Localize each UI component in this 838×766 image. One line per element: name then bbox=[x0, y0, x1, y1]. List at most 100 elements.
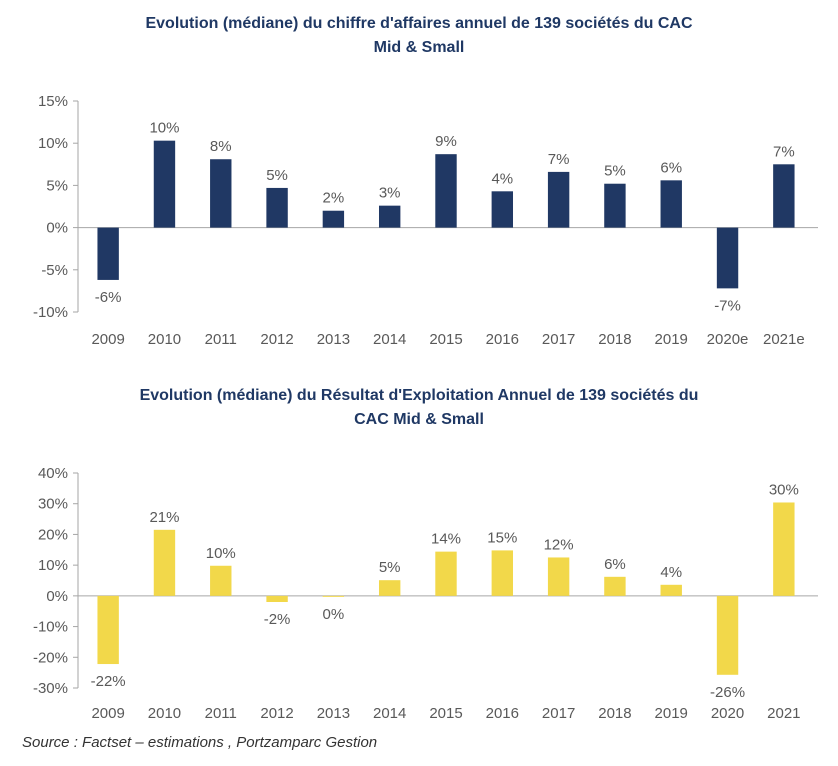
x-tick-label: 2013 bbox=[317, 331, 350, 348]
bar bbox=[547, 557, 570, 596]
x-tick-label: 2016 bbox=[486, 705, 519, 722]
data-label: 5% bbox=[604, 163, 626, 180]
y-tick-label: 5% bbox=[46, 177, 68, 194]
x-tick-label: 2017 bbox=[542, 705, 575, 722]
x-tick-label: 2019 bbox=[655, 705, 688, 722]
y-tick-label: -10% bbox=[33, 304, 68, 321]
data-label: 10% bbox=[149, 120, 179, 137]
data-label: -2% bbox=[264, 611, 291, 628]
bar bbox=[153, 140, 176, 228]
bar bbox=[716, 227, 739, 289]
bar bbox=[604, 576, 626, 596]
y-tick-label: -10% bbox=[33, 619, 68, 636]
x-tick-label: 2009 bbox=[91, 705, 124, 722]
bar bbox=[435, 551, 457, 596]
x-tick-label: 2011 bbox=[205, 331, 237, 348]
x-tick-label: 2021 bbox=[767, 705, 800, 722]
bar bbox=[97, 227, 119, 280]
x-tick-label: 2020 bbox=[711, 705, 744, 722]
x-tick-label: 2015 bbox=[429, 331, 462, 348]
bar bbox=[378, 205, 401, 228]
bar bbox=[547, 171, 570, 228]
bar bbox=[491, 550, 514, 596]
data-label: 21% bbox=[149, 509, 179, 526]
y-tick-label: 30% bbox=[38, 496, 68, 513]
data-label: -22% bbox=[91, 673, 126, 690]
x-tick-label: 2014 bbox=[373, 331, 406, 348]
chart-title-line1: Evolution (médiane) du Résultat d'Exploi… bbox=[139, 387, 699, 404]
bar bbox=[773, 164, 795, 228]
data-label: 14% bbox=[431, 531, 461, 548]
x-tick-label: 2021e bbox=[763, 331, 805, 348]
y-tick-label: 40% bbox=[38, 465, 68, 482]
operating-income-chart: Evolution (médiane) du Résultat d'Exploi… bbox=[0, 370, 838, 730]
y-tick-label: 0% bbox=[46, 588, 68, 605]
x-tick-label: 2013 bbox=[317, 705, 350, 722]
data-label: 30% bbox=[769, 481, 799, 498]
bar bbox=[491, 191, 514, 228]
bar bbox=[604, 183, 626, 228]
bar bbox=[266, 187, 288, 228]
revenue-chart: Evolution (médiane) du chiffre d'affaire… bbox=[0, 0, 838, 362]
bar bbox=[322, 595, 345, 597]
bar bbox=[210, 565, 232, 596]
data-label: -7% bbox=[714, 297, 741, 314]
chart-title: Evolution (médiane) du Résultat d'Exploi… bbox=[0, 384, 838, 432]
x-tick-label: 2018 bbox=[598, 331, 631, 348]
data-label: 3% bbox=[379, 185, 401, 202]
data-label: 5% bbox=[266, 167, 288, 184]
y-tick-label: -5% bbox=[41, 262, 68, 279]
data-label: 9% bbox=[435, 133, 457, 150]
bar bbox=[153, 529, 176, 596]
bar bbox=[210, 159, 232, 228]
bar bbox=[660, 180, 682, 228]
chart-title-line2: CAC Mid & Small bbox=[354, 411, 484, 428]
x-tick-label: 2019 bbox=[655, 331, 688, 348]
data-label: 4% bbox=[660, 564, 682, 581]
data-label: 7% bbox=[548, 151, 570, 168]
bar bbox=[435, 154, 457, 228]
data-label: 4% bbox=[491, 170, 513, 187]
bar bbox=[266, 595, 288, 602]
source-note: Source : Factset – estimations , Portzam… bbox=[22, 734, 378, 751]
data-label: 10% bbox=[206, 545, 236, 562]
data-label: -26% bbox=[710, 684, 745, 701]
bar bbox=[322, 210, 345, 228]
x-tick-label: 2012 bbox=[260, 705, 293, 722]
chart-title: Evolution (médiane) du chiffre d'affaire… bbox=[0, 12, 838, 60]
x-tick-label: 2014 bbox=[373, 705, 406, 722]
y-tick-label: 0% bbox=[46, 220, 68, 237]
data-label: 6% bbox=[604, 556, 626, 573]
bar bbox=[716, 595, 739, 675]
data-label: 6% bbox=[660, 159, 682, 176]
x-tick-label: 2015 bbox=[429, 705, 462, 722]
y-tick-label: 10% bbox=[38, 135, 68, 152]
bar bbox=[378, 580, 401, 596]
y-tick-label: -30% bbox=[33, 680, 68, 697]
data-label: 0% bbox=[323, 606, 345, 623]
y-tick-label: -20% bbox=[33, 649, 68, 666]
data-label: 15% bbox=[487, 529, 517, 546]
x-tick-label: 2010 bbox=[148, 705, 181, 722]
x-tick-label: 2010 bbox=[148, 331, 181, 348]
x-tick-label: 2016 bbox=[486, 331, 519, 348]
data-label: 12% bbox=[544, 536, 574, 553]
bar bbox=[660, 584, 682, 596]
data-label: 2% bbox=[323, 190, 345, 207]
operating-income-plot: -30% -20% -10% 0% 10% 20% 30% 40% -22% 2009 21% 201… bbox=[33, 465, 818, 722]
y-tick-label: 10% bbox=[38, 557, 68, 574]
data-label: 7% bbox=[773, 143, 795, 160]
chart-title-line1: Evolution (médiane) du chiffre d'affaire… bbox=[145, 15, 693, 32]
revenue-plot: -10% -5% 0% 5% 10% 15% -6% 2009 10% 2010 8% 2011 5% 2… bbox=[33, 93, 818, 348]
data-label: -6% bbox=[95, 289, 122, 306]
x-tick-label: 2012 bbox=[260, 331, 293, 348]
x-tick-label: 2020e bbox=[707, 331, 749, 348]
data-label: 5% bbox=[379, 559, 401, 576]
x-tick-label: 2011 bbox=[205, 705, 237, 722]
bar bbox=[97, 595, 119, 665]
x-tick-label: 2018 bbox=[598, 705, 631, 722]
y-tick-label: 15% bbox=[38, 93, 68, 110]
y-tick-label: 20% bbox=[38, 526, 68, 543]
x-tick-label: 2009 bbox=[91, 331, 124, 348]
bar bbox=[773, 502, 795, 596]
